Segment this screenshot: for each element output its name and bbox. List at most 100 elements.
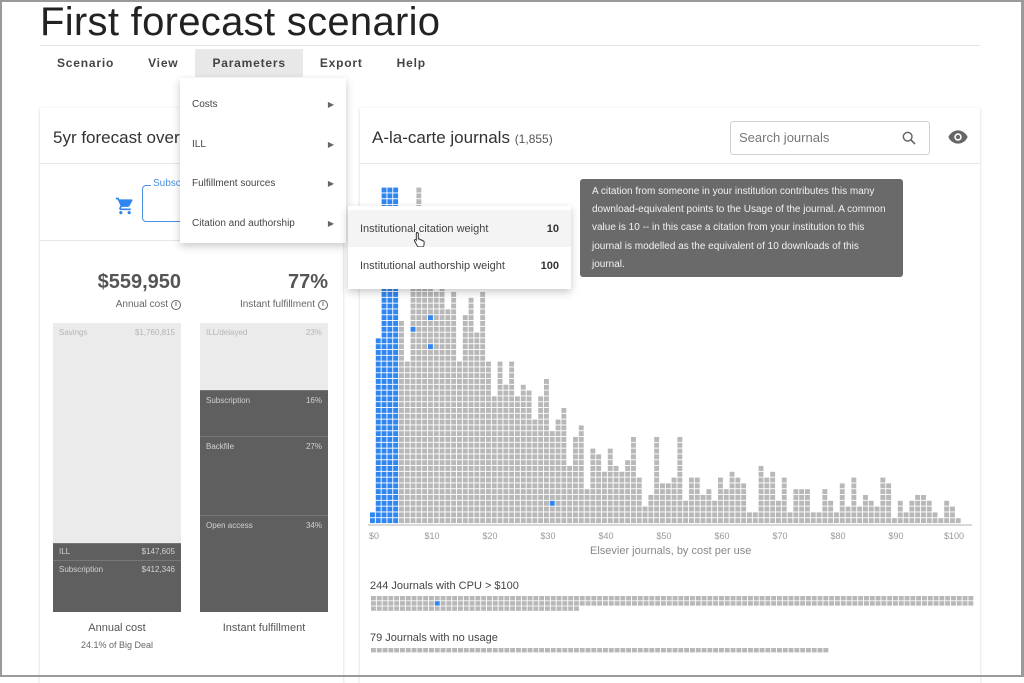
journal-cell[interactable] xyxy=(695,648,701,653)
journal-cell[interactable] xyxy=(405,648,411,653)
journal-cell[interactable] xyxy=(486,518,491,524)
journal-cell[interactable] xyxy=(445,315,451,321)
journal-cell[interactable] xyxy=(706,506,712,512)
journal-cell[interactable] xyxy=(561,500,567,506)
journal-cell[interactable] xyxy=(945,601,951,606)
journal-cell[interactable] xyxy=(410,344,416,350)
journal-cell[interactable] xyxy=(491,483,497,489)
journal-cell[interactable] xyxy=(677,489,683,495)
journal-cell[interactable] xyxy=(527,601,533,606)
journal-cell[interactable] xyxy=(451,402,457,408)
journal-cell[interactable] xyxy=(428,396,433,402)
journal-cell[interactable] xyxy=(451,442,457,448)
journal-cell[interactable] xyxy=(626,601,632,606)
subscribed-journal-cell[interactable] xyxy=(375,419,381,425)
journal-cell[interactable] xyxy=(619,506,625,512)
journal-cell[interactable] xyxy=(573,500,578,506)
journal-cell[interactable] xyxy=(916,601,922,606)
journal-cell[interactable] xyxy=(781,518,787,524)
journal-cell[interactable] xyxy=(439,355,445,361)
journal-cell[interactable] xyxy=(399,373,404,379)
journal-cell[interactable] xyxy=(619,483,625,489)
journal-cell[interactable] xyxy=(735,489,741,495)
journal-cell[interactable] xyxy=(608,601,614,606)
journal-cell[interactable] xyxy=(416,326,422,332)
journal-cell[interactable] xyxy=(712,500,718,506)
subscribed-journal-cell[interactable] xyxy=(393,448,399,454)
journal-cell[interactable] xyxy=(596,489,602,495)
journal-cell[interactable] xyxy=(880,483,886,489)
journal-cell[interactable] xyxy=(950,512,955,518)
journal-cell[interactable] xyxy=(497,506,503,512)
journal-cell[interactable] xyxy=(741,489,747,495)
journal-cell[interactable] xyxy=(573,466,578,471)
journal-cell[interactable] xyxy=(474,332,480,338)
journal-cell[interactable] xyxy=(445,350,451,355)
open-access-segment[interactable]: Open access 34% xyxy=(200,515,328,612)
journal-cell[interactable] xyxy=(491,448,497,454)
journal-cell[interactable] xyxy=(410,396,416,402)
journal-cell[interactable] xyxy=(510,606,516,611)
journal-cell[interactable] xyxy=(492,596,498,601)
journal-cell[interactable] xyxy=(556,596,562,601)
journal-cell[interactable] xyxy=(719,601,724,606)
journal-cell[interactable] xyxy=(526,454,532,460)
journal-cell[interactable] xyxy=(625,477,631,483)
journal-cell[interactable] xyxy=(462,413,468,419)
journal-cell[interactable] xyxy=(515,437,520,442)
journal-cell[interactable] xyxy=(886,506,892,512)
journal-cell[interactable] xyxy=(578,454,584,460)
journal-cell[interactable] xyxy=(503,419,509,425)
journal-cell[interactable] xyxy=(439,292,445,297)
journal-cell[interactable] xyxy=(561,512,567,518)
subscribed-journal-cell[interactable] xyxy=(393,361,399,367)
journal-cell[interactable] xyxy=(578,477,584,483)
journal-cell[interactable] xyxy=(445,332,451,338)
subscribed-journal-cell[interactable] xyxy=(387,193,393,199)
journal-cell[interactable] xyxy=(405,601,411,606)
journal-cell[interactable] xyxy=(422,292,428,297)
journal-cell[interactable] xyxy=(451,338,457,344)
journal-cell[interactable] xyxy=(480,373,486,379)
journal-cell[interactable] xyxy=(404,390,410,396)
journal-cell[interactable] xyxy=(521,596,527,601)
journal-cell[interactable] xyxy=(399,367,404,373)
journal-cell[interactable] xyxy=(625,495,631,500)
subscribed-journal-cell[interactable] xyxy=(393,344,399,350)
journal-cell[interactable] xyxy=(811,601,817,606)
journal-cell[interactable] xyxy=(545,606,550,611)
journal-cell[interactable] xyxy=(607,506,613,512)
subscribed-journal-cell[interactable] xyxy=(381,350,387,355)
journal-cell[interactable] xyxy=(445,367,451,373)
journal-cell[interactable] xyxy=(903,518,909,524)
journal-cell[interactable] xyxy=(590,489,596,495)
journal-cell[interactable] xyxy=(625,466,631,471)
journal-cell[interactable] xyxy=(602,495,607,500)
journal-cell[interactable] xyxy=(474,390,480,396)
journal-cell[interactable] xyxy=(573,518,578,524)
subscribed-journal-cell[interactable] xyxy=(375,483,381,489)
journal-cell[interactable] xyxy=(741,483,747,489)
journal-cell[interactable] xyxy=(439,437,445,442)
journal-cell[interactable] xyxy=(533,601,539,606)
journal-cell[interactable] xyxy=(561,477,567,483)
journal-cell[interactable] xyxy=(497,379,503,384)
journal-cell[interactable] xyxy=(520,500,526,506)
journal-cell[interactable] xyxy=(474,419,480,425)
journal-cell[interactable] xyxy=(428,361,433,367)
journal-cell[interactable] xyxy=(561,506,567,512)
journal-cell[interactable] xyxy=(480,402,486,408)
journal-cell[interactable] xyxy=(422,466,428,471)
journal-cell[interactable] xyxy=(423,596,429,601)
journal-cell[interactable] xyxy=(562,606,568,611)
journal-cell[interactable] xyxy=(549,442,555,448)
journal-cell[interactable] xyxy=(642,506,648,512)
journal-cell[interactable] xyxy=(417,648,423,653)
subscribed-journal-cell[interactable] xyxy=(375,495,381,500)
journal-cell[interactable] xyxy=(602,489,607,495)
journal-cell[interactable] xyxy=(516,596,521,601)
journal-cell[interactable] xyxy=(509,390,515,396)
journal-cell[interactable] xyxy=(555,500,561,506)
subscribed-journal-cell[interactable] xyxy=(393,500,399,506)
journal-cell[interactable] xyxy=(793,495,799,500)
